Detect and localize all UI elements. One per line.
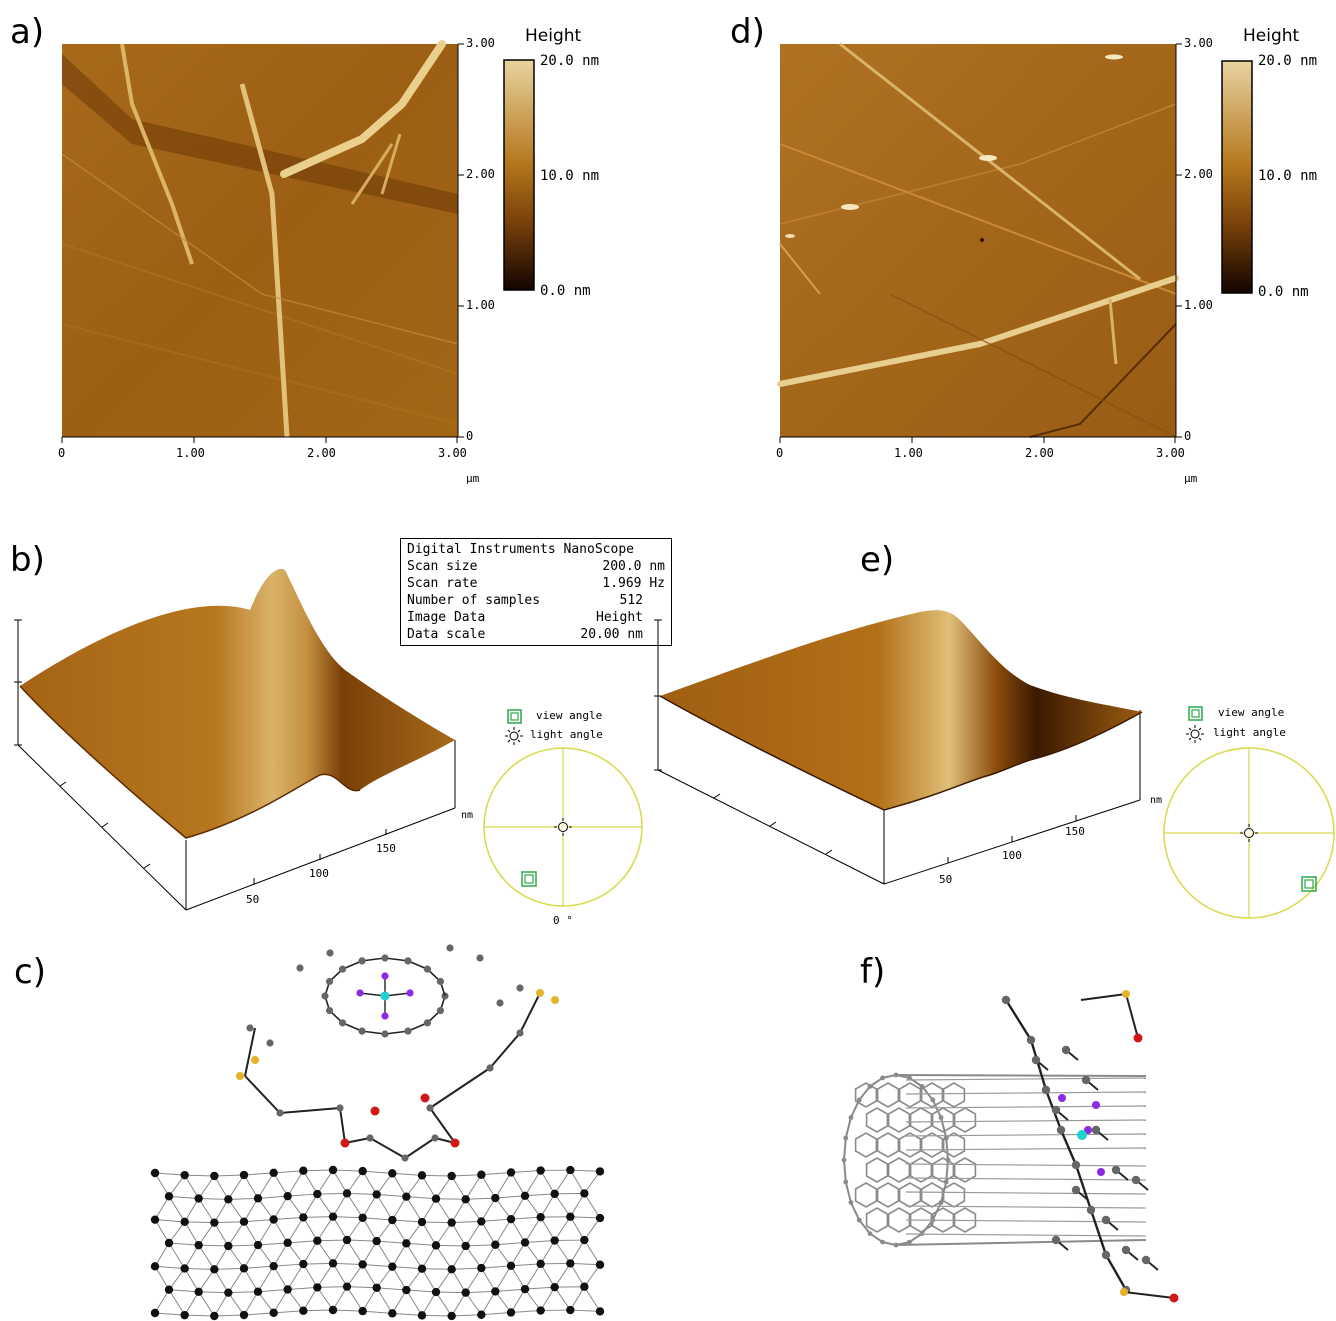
y-tick-d-0: 0	[1184, 429, 1192, 443]
y-tick-d-2: 2.00	[1184, 167, 1213, 181]
y-axis-a	[457, 43, 464, 438]
y-tick-d-1: 1.00	[1184, 298, 1213, 312]
view-position-icon-e	[1301, 876, 1317, 892]
axis-tick-e-150: 150	[1065, 825, 1085, 838]
x-tick-a-1: 1.00	[176, 446, 205, 460]
info-row-data-scale: Data scale 20.00 nm	[407, 627, 643, 642]
view-angle-label-e: view angle	[1218, 706, 1285, 719]
panel-label-e: e)	[860, 540, 895, 580]
axis-unit-e: nm	[1150, 795, 1163, 806]
colorbar-title-a: Height	[525, 26, 582, 46]
x-tick-d-2: 2.00	[1025, 446, 1054, 460]
y-tick-a-3: 3.00	[466, 36, 495, 50]
info-row-samples: Number of samples 512	[407, 593, 643, 608]
axis-tick-b-100: 100	[309, 867, 329, 880]
panel-label-a: a)	[10, 12, 45, 52]
light-angle-icon-e[interactable]	[1186, 725, 1206, 745]
colorbar-max-d: 20.0 nm	[1258, 53, 1318, 69]
panel-label-d: d)	[730, 12, 765, 52]
x-tick-a-2: 2.00	[307, 446, 336, 460]
angle-circle-b[interactable]	[482, 746, 646, 910]
nanoscope-info-box: Digital Instruments NanoScope Scan size 2…	[400, 538, 672, 646]
colorbar-d	[1221, 60, 1253, 294]
angle-readout-b: 0 °	[553, 914, 573, 927]
afm-image-a	[61, 40, 459, 438]
light-angle-label-e: light angle	[1213, 726, 1286, 739]
info-title: Digital Instruments NanoScope	[407, 542, 634, 557]
view-angle-icon-e[interactable]	[1188, 706, 1204, 722]
axis-tick-e-50: 50	[939, 873, 953, 886]
angle-circle-e[interactable]	[1162, 746, 1336, 922]
view-position-icon	[521, 871, 537, 887]
x-tick-d-3: 3.00	[1156, 446, 1185, 460]
axis-tick-b-150: 150	[376, 842, 396, 855]
colorbar-mid-a: 10.0 nm	[540, 168, 600, 184]
x-tick-d-1: 1.00	[894, 446, 923, 460]
y-tick-a-2: 2.00	[466, 167, 495, 181]
light-position-icon-e	[1240, 824, 1258, 842]
info-row-scan-size: Scan size 200.0 nm	[407, 559, 665, 574]
panel-label-b: b)	[10, 540, 45, 580]
surface-3d-e	[654, 610, 1143, 885]
panel-label-f: f)	[860, 952, 886, 992]
view-angle-label-b: view angle	[536, 709, 603, 722]
info-row-scan-rate: Scan rate 1.969 Hz	[407, 576, 665, 591]
afm-image-d	[777, 42, 1179, 438]
y-tick-a-0: 0	[466, 429, 474, 443]
x-unit-d: µm	[1184, 472, 1198, 485]
x-tick-a-0: 0	[58, 446, 66, 460]
y-axis-d	[1175, 43, 1182, 438]
light-position-icon	[554, 818, 572, 836]
colorbar-mid-d: 10.0 nm	[1258, 168, 1318, 184]
view-angle-icon[interactable]	[507, 709, 523, 725]
axis-tick-e-100: 100	[1002, 849, 1022, 862]
x-unit-a: µm	[466, 472, 480, 485]
surface-3d-b	[14, 569, 456, 911]
colorbar-max-a: 20.0 nm	[540, 53, 600, 69]
axis-tick-b-50: 50	[246, 893, 260, 906]
x-tick-a-3: 3.00	[438, 446, 467, 460]
x-axis-a	[61, 436, 458, 443]
colorbar-min-a: 0.0 nm	[540, 283, 591, 299]
info-row-image-data: Image Data Height	[407, 610, 643, 625]
x-axis-d	[779, 436, 1176, 443]
molecular-model-c	[150, 944, 605, 1321]
colorbar-title-d: Height	[1243, 26, 1300, 46]
colorbar-a	[503, 59, 535, 291]
y-tick-d-3: 3.00	[1184, 36, 1213, 50]
light-angle-label-b: light angle	[530, 728, 603, 741]
y-tick-a-1: 1.00	[466, 298, 495, 312]
panel-label-c: c)	[14, 952, 46, 992]
colorbar-min-d: 0.0 nm	[1258, 284, 1309, 300]
x-tick-d-0: 0	[776, 446, 784, 460]
axis-unit-b: nm	[461, 810, 474, 821]
light-angle-icon[interactable]	[505, 727, 525, 747]
molecular-model-f	[841, 990, 1179, 1303]
